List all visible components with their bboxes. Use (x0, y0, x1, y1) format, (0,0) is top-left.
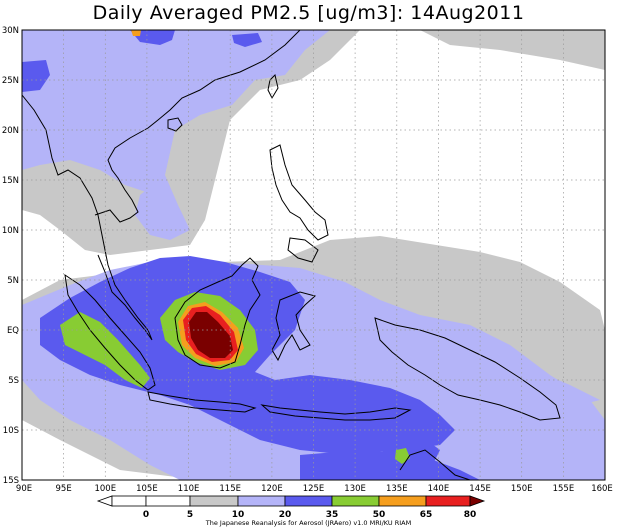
lon-label: 140E (428, 484, 450, 494)
credit-line: The Japanese Reanalysis for Aerosol (JRA… (205, 519, 412, 527)
colorbar-label: 10 (232, 510, 245, 520)
colorbar-cell (111, 495, 147, 507)
colorbar-cell (425, 495, 471, 507)
lon-label: 145E (469, 484, 491, 494)
lat-label: 25N (2, 76, 19, 86)
coastline-hainan (167, 117, 183, 132)
lat-label: 20N (2, 126, 19, 136)
contour-10-20-north-plume (135, 175, 190, 240)
lon-label: 90E (16, 484, 32, 494)
colorbar-cell (284, 495, 333, 507)
coastline-philippines (269, 144, 329, 263)
coastlines (22, 30, 561, 480)
coastline-new-guinea (374, 317, 561, 421)
colorbar-label: 35 (326, 510, 339, 520)
colorbar-label: 5 (187, 510, 193, 520)
colorbar-labels: 0 5 10 20 35 50 65 80 (143, 510, 476, 520)
lon-label: 150E (511, 484, 533, 494)
contour-20-35-south-strip (300, 450, 480, 480)
colorbar-label: 50 (373, 510, 386, 520)
contour-over-80-borneo (189, 312, 233, 358)
contour-20-35-east-patch (382, 435, 440, 470)
colorbar-arrow-high (469, 495, 486, 507)
colorbar-label: 0 (143, 510, 149, 520)
coastline-taiwan (267, 74, 279, 100)
lon-label: 130E (344, 484, 366, 494)
lat-label: 5N (7, 276, 19, 286)
colorbar (96, 495, 486, 507)
lon-label: 135E (386, 484, 408, 494)
colorbar-cell (189, 495, 239, 507)
colorbar-cell (237, 495, 286, 507)
contour-5-10-northeast (420, 30, 605, 70)
colorbar-label: 20 (279, 510, 292, 520)
lon-label: 160E (591, 484, 613, 494)
coastline-sulawesi (271, 291, 317, 362)
coastline-borneo (174, 257, 261, 369)
contour-20-35-left-edge (22, 60, 50, 92)
contour-10-20-north (22, 30, 330, 195)
lat-label: 15N (2, 176, 19, 186)
coastline-lesser-sunda (260, 404, 412, 421)
coastline-australia-north (399, 449, 471, 480)
colorbar-cell (331, 495, 380, 507)
latitude-labels: 30N 25N 20N 15N 10N 5N EQ 5S 10S 15S (2, 26, 19, 486)
lat-label: 30N (2, 26, 19, 36)
coastline-sumatra (64, 273, 156, 391)
lon-label: 100E (94, 484, 116, 494)
contour-20-35-top (130, 30, 175, 45)
lon-label: 115E (219, 484, 241, 494)
lon-label: 125E (303, 484, 325, 494)
lat-label: 15S (3, 476, 19, 486)
lon-label: 120E (261, 484, 283, 494)
colorbar-label: 65 (420, 510, 433, 520)
lon-label: 155E (553, 484, 575, 494)
colorbar-arrow-low (96, 495, 113, 507)
colorbar-label: 80 (464, 510, 477, 520)
lat-label: EQ (7, 326, 19, 336)
coastline-java (147, 391, 257, 413)
concentration-field (22, 30, 605, 480)
lon-label: 110E (178, 484, 200, 494)
lon-label: 105E (136, 484, 158, 494)
lat-label: 10N (2, 226, 19, 236)
map-title: Daily Averaged PM2.5 [ug/m3]: 14Aug2011 (92, 2, 525, 24)
colorbar-cell (378, 495, 427, 507)
lat-label: 10S (3, 426, 19, 436)
lat-label: 5S (8, 376, 19, 386)
graticule (22, 30, 605, 480)
map-frame (21, 29, 606, 481)
lon-label: 95E (56, 484, 72, 494)
contour-50-65-top-spot (131, 30, 141, 36)
colorbar-cell (145, 495, 191, 507)
contour-20-35-topright (232, 33, 262, 47)
longitude-labels: 90E 95E 100E 105E 110E 115E 120E 125E 13… (16, 484, 613, 494)
